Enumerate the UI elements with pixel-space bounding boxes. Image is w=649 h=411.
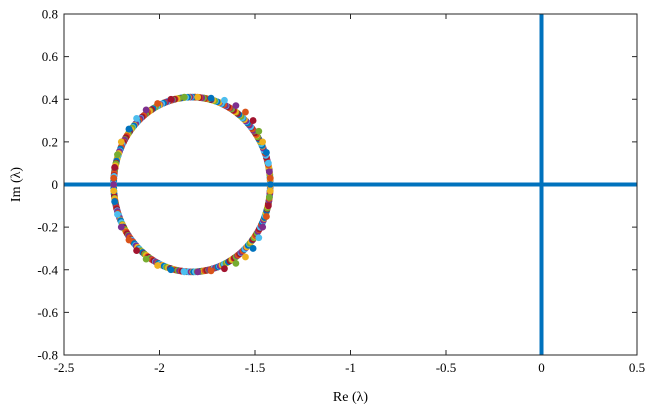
eigenvalue-point (266, 181, 274, 188)
eigenvalue-point (207, 94, 215, 102)
eigenvalue-point (194, 93, 202, 101)
eigenvalue-point (264, 202, 272, 210)
eigenvalue-point (221, 265, 228, 273)
eigenvalue-point (142, 255, 150, 263)
y-tick-label: 0.8 (42, 7, 58, 22)
y-tick-label: -0.6 (37, 305, 58, 320)
eigenvalue-point (207, 267, 215, 275)
reference-lines-layer (64, 14, 637, 355)
y-axis-label: Im (λ) (9, 167, 24, 203)
eigenvalue-point (263, 149, 270, 156)
eigenvalue-point (111, 198, 119, 205)
eigenvalue-point (249, 245, 257, 252)
eigenvalue-point (266, 187, 274, 195)
points-layer (110, 93, 274, 276)
eigenvalue-point (114, 210, 121, 218)
x-tick-label: -2.5 (54, 360, 75, 375)
eigenvalue-point (259, 138, 267, 146)
eigenvalue-point (114, 151, 121, 159)
y-tick-label: -0.2 (37, 220, 58, 235)
eigenvalue-point (194, 268, 202, 276)
eigenvalue-point (265, 193, 273, 201)
ticks-layer: -2.5 -2 -1.5 -1 -0.5 0 0.5 -0.8 -0.6 -0.4 -0.2 0 0.2… (37, 7, 645, 376)
x-tick-label: -1 (345, 360, 356, 375)
eigenvalue-point (142, 106, 150, 114)
eigenvalue-point (125, 236, 133, 244)
y-tick-label: -0.4 (37, 262, 58, 277)
eigenvalue-point (265, 168, 273, 176)
eigenvalue-point (180, 93, 188, 101)
eigenvalue-point (242, 108, 249, 116)
x-tick-label: -0.5 (436, 360, 457, 375)
eigenvalue-point (167, 95, 175, 103)
y-tick-label: 0 (52, 177, 59, 192)
y-tick-label: -0.8 (37, 348, 58, 363)
eigenvalue-point (125, 125, 133, 133)
x-tick-label: -2 (154, 360, 165, 375)
eigenvalue-point (263, 213, 270, 220)
eigenvalue-point (255, 127, 263, 135)
eigenvalue-point (154, 262, 161, 269)
eigenvalue-point (180, 268, 188, 276)
axes-box (63, 13, 638, 356)
eigenvalue-point (242, 253, 249, 261)
x-tick-label: 0 (538, 360, 545, 375)
eigenvalue-point (133, 247, 140, 254)
eigenvalue-point (259, 223, 267, 231)
eigenvalue-point (232, 259, 240, 267)
eigenvalue-point (110, 181, 118, 188)
eigenvalue-point (117, 223, 125, 231)
eigenvalue-point (111, 164, 119, 171)
eigenvalue-point (264, 159, 272, 167)
y-tick-label: 0.4 (42, 92, 59, 107)
eigenvalue-point (110, 187, 118, 195)
y-tick-label: 0.6 (42, 49, 59, 64)
eigenvalue-point (266, 174, 274, 182)
eigenvalue-point (255, 234, 263, 242)
x-tick-label: 0.5 (629, 360, 645, 375)
eigenvalue-point (133, 115, 140, 122)
x-axis-label: Re (λ) (333, 390, 369, 405)
eigenvalue-point (167, 266, 175, 274)
eigenvalue-point (110, 174, 118, 182)
eigenvalue-point (154, 100, 161, 107)
eigenvalue-point (221, 96, 228, 104)
eigenvalue-point (232, 102, 240, 110)
eigenvalue-point (117, 138, 125, 146)
y-tick-label: 0.2 (42, 134, 58, 149)
eigenvalue-point (249, 117, 257, 124)
axes-frame-layer (63, 13, 638, 356)
x-tick-label: -1.5 (245, 360, 266, 375)
